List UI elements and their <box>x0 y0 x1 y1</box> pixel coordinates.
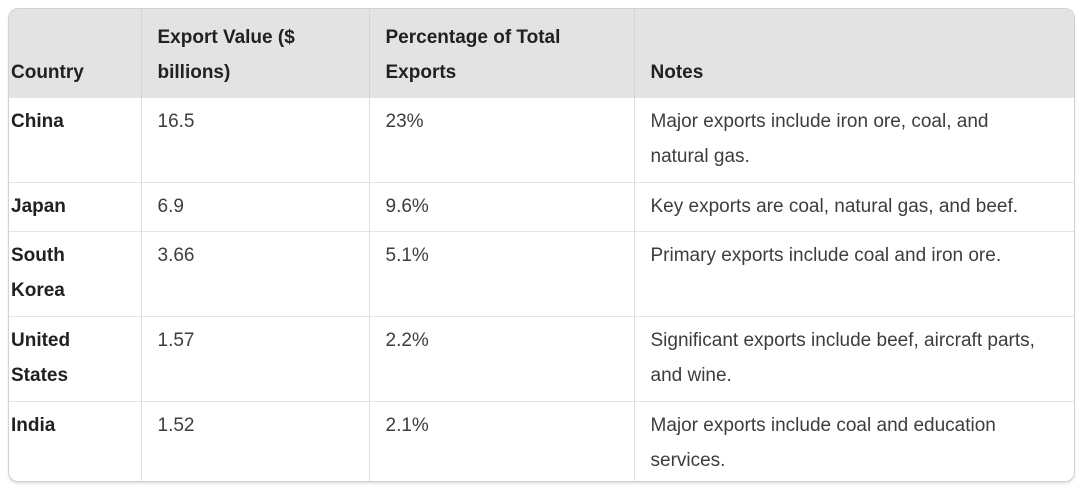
cell-notes: Key exports are coal, natural gas, and b… <box>634 181 1074 231</box>
cell-notes: Significant exports include beef, aircra… <box>634 315 1074 401</box>
column-header-percentage: Percentage of Total Exports <box>369 9 635 97</box>
cell-export-value: 16.5 <box>141 96 370 182</box>
table-row-japan: Japan 6.9 9.6% Key exports are coal, nat… <box>9 181 1074 231</box>
table-row-china: China 16.5 23% Major exports include iro… <box>9 96 1074 182</box>
cell-percentage: 2.1% <box>369 400 635 481</box>
cell-export-value: 1.57 <box>141 315 370 401</box>
cell-notes: Primary exports include coal and iron or… <box>634 230 1074 316</box>
cell-percentage: 2.2% <box>369 315 635 401</box>
header-label: Country <box>11 61 84 83</box>
cell-country: South Korea <box>9 230 142 316</box>
cell-country: United States <box>9 315 142 401</box>
table-row-united-states: United States 1.57 2.2% Significant expo… <box>9 315 1074 401</box>
cell-export-value: 1.52 <box>141 400 370 481</box>
header-label: Export Value ($ <box>157 26 295 48</box>
cell-country: India <box>9 400 142 481</box>
cell-notes: Major exports include iron ore, coal, an… <box>634 96 1074 182</box>
exports-table-card: Country Export Value ($ billions) Percen… <box>8 8 1075 482</box>
header-row: Country Export Value ($ billions) Percen… <box>9 9 1074 97</box>
cell-notes: Major exports include coal and education… <box>634 400 1074 481</box>
column-header-export-value: Export Value ($ billions) <box>141 9 370 97</box>
exports-table: Country Export Value ($ billions) Percen… <box>9 9 1074 481</box>
cell-country: China <box>9 96 142 182</box>
cell-percentage: 9.6% <box>369 181 635 231</box>
cell-country: Japan <box>9 181 142 231</box>
column-header-country: Country <box>9 9 142 97</box>
table-row-india: India 1.52 2.1% Major exports include co… <box>9 400 1074 481</box>
table-row-south-korea: South Korea 3.66 5.1% Primary exports in… <box>9 230 1074 316</box>
cell-export-value: 3.66 <box>141 230 370 316</box>
column-header-notes: Notes <box>634 9 1074 97</box>
cell-percentage: 23% <box>369 96 635 182</box>
cell-percentage: 5.1% <box>369 230 635 316</box>
cell-export-value: 6.9 <box>141 181 370 231</box>
header-label: Percentage of Total <box>385 26 561 48</box>
header-label: Notes <box>650 61 704 83</box>
